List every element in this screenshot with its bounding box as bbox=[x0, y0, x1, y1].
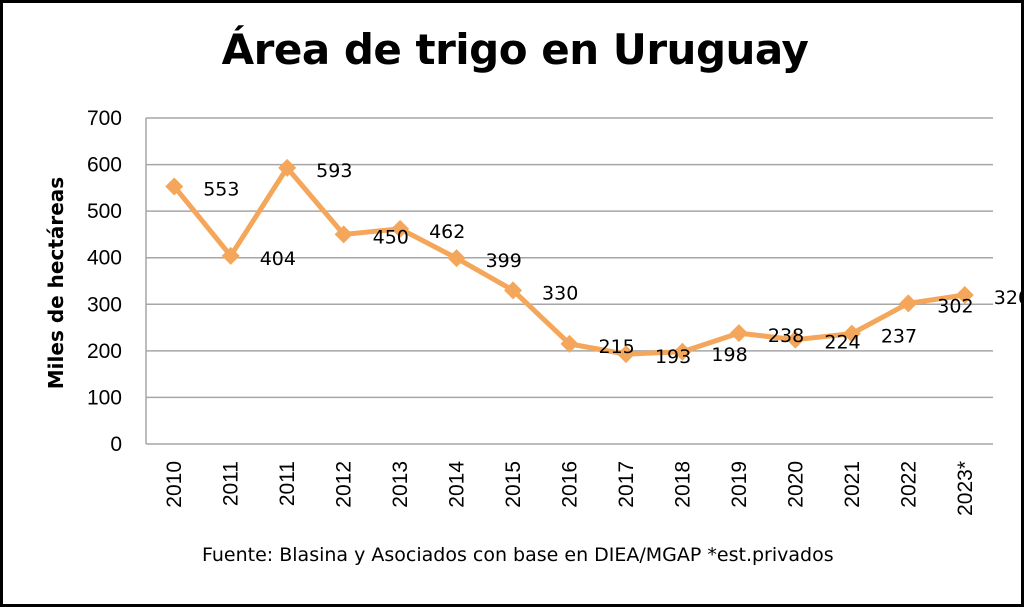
data-label: 593 bbox=[316, 160, 352, 182]
data-labels: 553 404 593 450 462 399 330 215 193 198 238 224 237 3… bbox=[203, 160, 1021, 368]
source-note: Fuente: Blasina y Asociados con base en … bbox=[202, 544, 834, 566]
data-label: 404 bbox=[260, 248, 296, 270]
data-point-marker bbox=[334, 225, 353, 244]
data-label: 198 bbox=[711, 344, 747, 366]
data-label: 330 bbox=[542, 282, 578, 304]
y-tick-label: 700 bbox=[87, 107, 122, 130]
data-point-marker bbox=[955, 285, 974, 304]
x-axis-ticks: 2010 2011 2011 2012 2013 2014 2015 2016 2017 2018… bbox=[163, 461, 977, 516]
data-label: 462 bbox=[429, 221, 465, 243]
y-tick-label: 300 bbox=[87, 293, 122, 316]
chart-title: Área de trigo en Uruguay bbox=[221, 25, 809, 74]
data-label: 238 bbox=[768, 325, 804, 347]
y-axis-label: Miles de hectáreas bbox=[44, 177, 68, 389]
data-point-marker bbox=[673, 342, 692, 361]
x-tick-label: 2013 bbox=[389, 461, 412, 508]
x-tick-label: 2017 bbox=[615, 461, 638, 508]
x-tick-label: 2012 bbox=[333, 461, 356, 508]
y-tick-label: 600 bbox=[87, 154, 122, 177]
gridlines bbox=[145, 117, 993, 445]
data-point-marker bbox=[616, 345, 635, 364]
data-point-marker bbox=[560, 334, 579, 353]
data-point-marker bbox=[504, 281, 523, 300]
x-tick-label: 2011 bbox=[220, 461, 243, 506]
data-point-marker bbox=[447, 249, 466, 268]
x-tick-label: 2010 bbox=[163, 461, 186, 508]
data-point-marker bbox=[842, 324, 861, 343]
data-point-marker bbox=[729, 324, 748, 343]
x-tick-label: 2020 bbox=[784, 461, 807, 508]
data-point-marker bbox=[786, 330, 805, 349]
x-tick-label: 2018 bbox=[671, 461, 694, 508]
data-label: 302 bbox=[937, 295, 973, 317]
data-label: 193 bbox=[655, 346, 691, 368]
x-tick-label: 2015 bbox=[502, 461, 525, 508]
y-tick-label: 200 bbox=[87, 340, 122, 363]
x-tick-label: 2014 bbox=[446, 461, 469, 508]
x-tick-label: 2011 bbox=[276, 461, 299, 506]
x-tick-label: 2016 bbox=[559, 461, 582, 508]
data-label: 450 bbox=[373, 226, 409, 248]
data-label: 320 bbox=[994, 287, 1021, 309]
data-label: 215 bbox=[599, 336, 635, 358]
data-label: 224 bbox=[824, 332, 860, 354]
y-axis-ticks: 0 100 200 300 400 500 600 700 bbox=[87, 107, 122, 456]
data-point-marker bbox=[899, 294, 918, 313]
data-label: 553 bbox=[203, 178, 239, 200]
y-tick-label: 0 bbox=[110, 433, 122, 456]
y-tick-label: 100 bbox=[87, 386, 122, 409]
x-tick-label: 2023* bbox=[954, 461, 977, 516]
x-tick-label: 2021 bbox=[841, 461, 864, 508]
data-point-marker bbox=[221, 246, 240, 265]
data-point-marker bbox=[165, 177, 184, 196]
data-label: 399 bbox=[486, 250, 522, 272]
data-point-marker bbox=[391, 219, 410, 238]
data-point-marker bbox=[278, 158, 297, 177]
y-tick-label: 500 bbox=[87, 200, 122, 223]
data-label: 237 bbox=[881, 326, 917, 348]
y-tick-label: 400 bbox=[87, 247, 122, 270]
x-tick-label: 2022 bbox=[897, 461, 920, 508]
x-tick-label: 2019 bbox=[728, 461, 751, 508]
series-markers bbox=[165, 158, 974, 364]
